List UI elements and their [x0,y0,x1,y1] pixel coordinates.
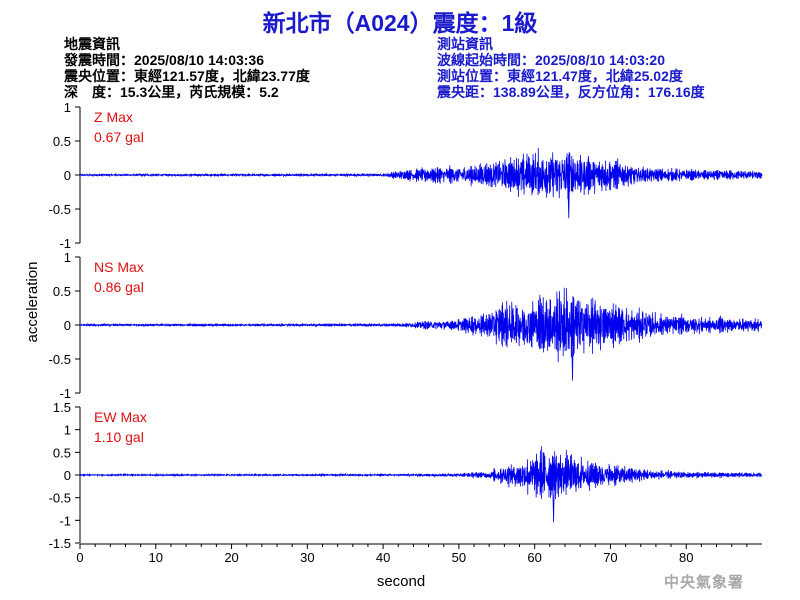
y-tick-label: -0.5 [49,202,71,217]
waveform-trace-ew [79,446,763,500]
y-tick-label: -1 [59,513,71,528]
y-tick-label: 0 [64,318,71,333]
x-tick-label: 70 [603,550,617,565]
x-tick-label: 80 [679,550,693,565]
y-tick-label: -0.5 [49,491,71,506]
station-info-heading: 測站資訊 [437,36,493,52]
x-tick-label: 20 [224,550,238,565]
y-tick-label: 1 [64,423,71,438]
y-axis-title: acceleration [24,262,41,343]
peak-value-label: 0.86 gal [94,279,144,295]
component-label: Z Max [94,109,133,125]
station-location: 測站位置：東經121.47度，北緯25.02度 [437,68,683,84]
x-axis-title: second [377,573,425,590]
cwa-watermark: 中央氣象署 [663,573,744,591]
station-info-block: 測站資訊 波線起始時間：2025/08/10 14:03:20 測站位置：東經1… [437,36,705,100]
component-label: EW Max [94,409,147,425]
y-tick-label: 0.5 [53,445,71,460]
y-tick-label: -0.5 [49,352,71,367]
y-tick-label: -1 [59,236,71,251]
y-tick-label: 0 [64,168,71,183]
y-tick-label: -1.5 [49,536,71,551]
peak-value-label: 0.67 gal [94,129,144,145]
x-tick-label: 10 [149,550,163,565]
event-info-heading: 地震資訊 [64,36,120,52]
epicenter-location: 震央位置：東經121.57度，北緯23.77度 [64,68,310,84]
peak-value-label: 1.10 gal [94,429,144,445]
waveform-start-time: 波線起始時間：2025/08/10 14:03:20 [437,52,665,68]
x-tick-label: 50 [452,550,466,565]
peak-spike [567,153,571,219]
y-tick-label: 0.5 [53,134,71,149]
origin-time: 發震時間：2025/08/10 14:03:36 [64,52,264,68]
y-tick-label: 1.5 [53,400,71,415]
peak-spike [552,451,556,523]
x-tick-label: 60 [527,550,541,565]
x-tick-label: 40 [376,550,390,565]
y-tick-label: 0 [64,468,71,483]
event-info-block: 地震資訊 發震時間：2025/08/10 14:03:36 震央位置：東經121… [64,36,310,100]
waveform-trace-z [79,147,763,201]
y-tick-label: 0.5 [53,284,71,299]
distance-azimuth: 震央距：138.89公里，反方位角：176.16度 [437,84,705,100]
y-tick-label: 1 [64,250,71,265]
y-tick-label: 1 [64,100,71,115]
waveform-trace-ns [79,287,763,363]
depth-magnitude: 深 度：15.3公里，芮氏規模：5.2 [64,84,279,100]
x-tick-label: 0 [76,550,83,565]
y-tick-label: -1 [59,386,71,401]
peak-spike [571,297,575,381]
component-label: NS Max [94,259,144,275]
page-title: 新北市（A024）震度：1級 [262,10,538,36]
x-tick-label: 30 [300,550,314,565]
